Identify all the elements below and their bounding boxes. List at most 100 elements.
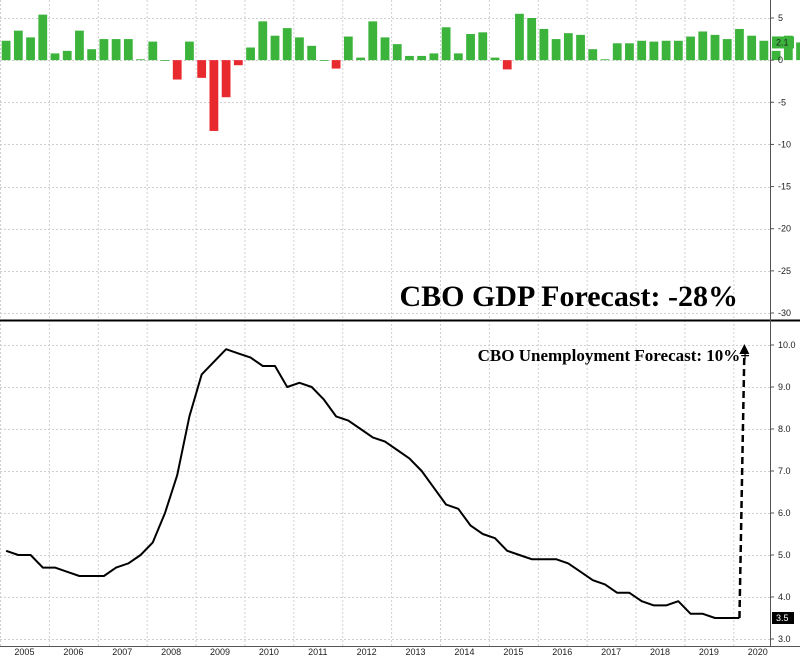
gdp-bar [380,37,390,61]
gdp-bar [87,49,97,61]
unemployment-y-tick-label: 7.0 [778,466,791,476]
gdp-bar [466,34,475,61]
unemployment-last-value-text: 3.5 [776,613,789,623]
gdp-bar [453,53,463,61]
gdp-bar [527,18,537,61]
gdp-bar [99,39,109,61]
gdp-bar [502,60,512,70]
unemployment-last-value-badge [772,612,794,624]
gdp-bars [1,13,800,131]
x-tick-label: 2015 [503,647,523,657]
x-tick-label: 2014 [454,647,474,657]
gdp-bar [307,45,317,61]
gdp-bar [233,60,243,66]
x-tick-label: 2009 [210,647,230,657]
gdp-bar [539,28,549,61]
gdp-bar [515,13,524,61]
gdp-bar [282,28,292,61]
unemployment-y-tick-label: 3.0 [778,634,791,644]
gdp-bar [343,36,353,61]
gdp-bar [710,34,720,61]
gdp-bar [148,41,158,61]
gdp-bar [172,60,182,80]
gdp-y-tick-label: 5 [778,13,783,23]
gdp-bar [747,35,757,61]
gdp-bar [136,59,145,61]
gdp-bar [1,40,11,61]
unemployment-forecast-line [738,352,746,619]
gdp-bar [490,57,500,61]
x-tick-label: 2016 [552,647,572,657]
x-tick-label: 2011 [308,647,327,657]
gdp-y-tick-label: -25 [778,266,791,276]
gdp-bar [50,53,60,61]
gdp-bar [392,44,402,61]
gdp-bar [75,30,84,61]
unemployment-y-tick-label: 8.0 [778,424,791,434]
x-tick-label: 2017 [601,647,621,657]
unemployment-line [5,344,750,619]
gdp-last-value-text: 2.1 [776,37,789,47]
gdp-bar [185,41,194,61]
gdp-bar [796,42,800,61]
gdp-bar [26,37,35,61]
gdp-y-tick-label: 0 [778,55,783,65]
gdp-bar [698,31,708,61]
gdp-bar [673,40,683,61]
gdp-title: CBO GDP Forecast: -28% [399,280,738,313]
gdp-bar [295,37,304,61]
gdp-bar [600,59,610,61]
gdp-y-tick-label: -5 [778,97,786,107]
gdp-bar [356,57,365,61]
gdp-bar [160,60,170,61]
gdp-bar [417,55,427,61]
gdp-bar [588,49,598,61]
x-tick-label: 2010 [259,647,279,657]
gdp-bar [649,41,659,61]
grid [0,0,770,646]
gdp-bar [270,35,280,61]
gdp-bar [319,60,329,61]
x-tick-label: 2007 [112,647,132,657]
gdp-bar [612,43,622,61]
x-tick-label: 2018 [650,647,670,657]
gdp-bar [38,14,48,61]
gdp-bar [686,36,695,61]
gdp-bar [722,39,732,61]
x-tick-label: 2012 [357,647,377,657]
gdp-bar [209,60,219,131]
gdp-y-tick-label: -15 [778,182,791,192]
gdp-y-tick-label: -20 [778,224,791,234]
gdp-bar [123,39,133,61]
gdp-bar [759,40,769,61]
unemployment-series-line [5,348,740,619]
gdp-bar [111,39,121,61]
x-tick-label: 2008 [161,647,181,657]
unemployment-title: CBO Unemployment Forecast: 10%+ [478,346,750,365]
gdp-bar [331,60,341,69]
gdp-bar [551,39,561,61]
x-tick-label: 2020 [748,647,768,657]
gdp-bar [221,60,231,98]
gdp-last-value-badge [772,36,794,49]
unemployment-y-tick-label: 10.0 [778,340,796,350]
x-tick-label: 2006 [63,647,83,657]
gdp-bar [405,55,414,61]
x-tick-label: 2013 [406,647,426,657]
gdp-bar [661,40,671,61]
gdp-bar [258,21,268,61]
gdp-bar [735,28,744,61]
unemployment-y-tick-label: 5.0 [778,550,791,560]
x-tick-label: 2005 [14,647,34,657]
gdp-bar [576,34,585,61]
unemployment-y-tick-label: 6.0 [778,508,791,518]
gdp-bar [246,47,255,61]
gdp-y-tick-label: -10 [778,139,791,149]
gdp-bar [13,30,23,61]
gdp-bar [637,40,647,61]
gdp-bar [625,43,634,61]
unemployment-y-tick-label: 9.0 [778,382,791,392]
gdp-bar [563,33,573,61]
